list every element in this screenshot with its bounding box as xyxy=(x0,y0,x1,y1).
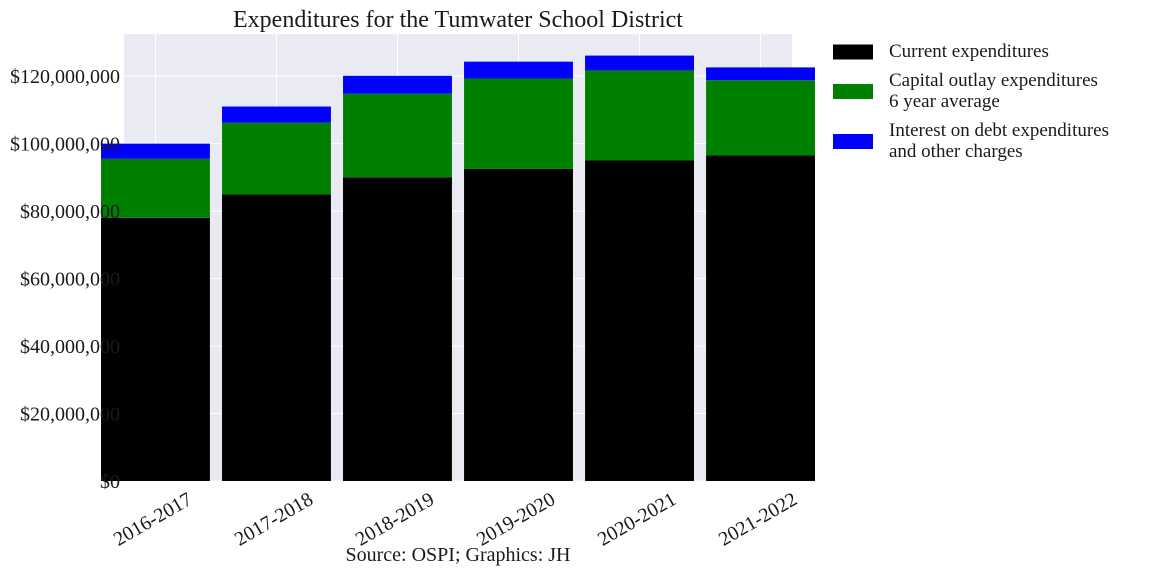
y-tick-label: $0 xyxy=(100,471,120,493)
bar-segment-2-2016-2017 xyxy=(101,143,210,159)
bar-segment-2-2021-2022 xyxy=(706,67,815,81)
bar-segment-1-2019-2020 xyxy=(464,78,573,169)
legend-label-0: Current expenditures xyxy=(889,41,1049,62)
bar-segment-0-2021-2022 xyxy=(706,155,815,482)
bar-segment-1-2018-2019 xyxy=(343,93,452,178)
legend-label-2: Interest on debt expenditures and other c… xyxy=(889,120,1109,162)
bar-segment-1-2021-2022 xyxy=(706,80,815,156)
legend-swatch-2 xyxy=(833,134,873,149)
chart-title: Expenditures for the Tumwater School Dis… xyxy=(233,7,683,33)
x-tick-label: 2018-2019 xyxy=(352,488,438,550)
x-tick-label: 2016-2017 xyxy=(110,488,196,550)
y-axis: $0 $20,000,000 $40,000,000 $60,000,000 $80,0… xyxy=(10,66,120,493)
y-tick-label: $100,000,000 xyxy=(10,134,120,156)
legend-label-1: Capital outlay expenditures 6 year averag… xyxy=(889,70,1098,112)
legend: Current expenditures Capital outlay expen… xyxy=(833,41,1109,162)
x-tick-label: 2019-2020 xyxy=(473,488,559,550)
bar-segment-0-2016-2017 xyxy=(101,217,210,481)
bar-segment-2-2019-2020 xyxy=(464,61,573,79)
bar-segment-1-2020-2021 xyxy=(585,70,694,161)
legend-swatch-0 xyxy=(833,44,873,60)
bar-segment-2-2017-2018 xyxy=(222,106,331,123)
bar-segment-2-2020-2021 xyxy=(585,55,694,71)
y-tick-label: $120,000,000 xyxy=(10,66,120,88)
bar-segment-0-2018-2019 xyxy=(343,177,452,481)
x-tick-label: 2020-2021 xyxy=(594,488,680,550)
bar-segment-0-2017-2018 xyxy=(222,194,331,481)
x-axis: 2016-2017 2017-2018 2018-2019 2019-2020 2020… xyxy=(110,488,801,550)
y-tick-label: $20,000,000 xyxy=(20,404,120,426)
y-tick-label: $40,000,000 xyxy=(20,336,120,358)
bar-segment-1-2017-2018 xyxy=(222,122,331,195)
legend-swatch-1 xyxy=(833,84,873,99)
bar-segment-1-2016-2017 xyxy=(101,158,210,218)
y-tick-label: $80,000,000 xyxy=(20,201,120,223)
y-tick-label: $60,000,000 xyxy=(20,269,120,291)
bar-segment-2-2018-2019 xyxy=(343,75,452,94)
x-tick-label: 2021-2022 xyxy=(715,488,801,550)
bars xyxy=(101,55,815,482)
bar-segment-0-2019-2020 xyxy=(464,168,573,481)
chart-caption: Source: OSPI; Graphics: JH xyxy=(346,544,571,566)
bar-segment-0-2020-2021 xyxy=(585,160,694,481)
x-tick-label: 2017-2018 xyxy=(231,488,317,550)
